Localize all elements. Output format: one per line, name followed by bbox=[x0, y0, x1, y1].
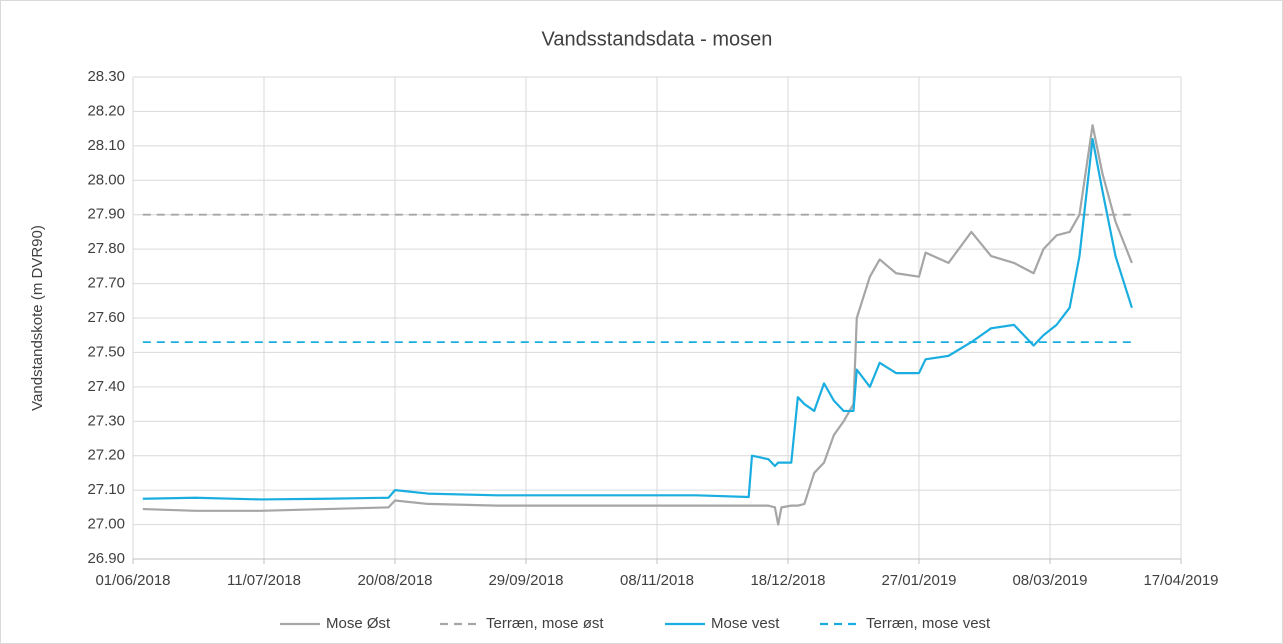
y-tick-label: 28.20 bbox=[87, 102, 125, 119]
x-tick-label: 20/08/2018 bbox=[357, 572, 432, 589]
x-tick-label: 18/12/2018 bbox=[750, 572, 825, 589]
x-tick-label: 08/03/2019 bbox=[1012, 572, 1087, 589]
x-tick-label: 29/09/2018 bbox=[488, 572, 563, 589]
y-tick-label: 28.00 bbox=[87, 171, 125, 188]
legend-label: Mose Øst bbox=[326, 615, 391, 632]
x-tick-label: 11/07/2018 bbox=[227, 572, 301, 589]
x-tick-label: 27/01/2019 bbox=[881, 572, 956, 589]
legend-label: Terræn, mose øst bbox=[486, 615, 604, 632]
y-axis-label: Vandstandskote (m DVR90) bbox=[29, 225, 46, 411]
chart-title: Vandsstandsdata - mosen bbox=[542, 28, 773, 50]
y-tick-label: 27.20 bbox=[87, 447, 125, 464]
y-tick-label: 28.30 bbox=[87, 68, 125, 85]
y-tick-label: 27.50 bbox=[87, 343, 125, 360]
y-tick-label: 27.00 bbox=[87, 516, 125, 533]
y-tick-label: 27.10 bbox=[87, 481, 125, 498]
y-tick-label: 27.90 bbox=[87, 206, 125, 223]
y-tick-label: 27.40 bbox=[87, 378, 125, 395]
y-tick-label: 27.60 bbox=[87, 309, 125, 326]
y-tick-label: 26.90 bbox=[87, 550, 125, 567]
x-tick-label: 08/11/2018 bbox=[620, 572, 694, 589]
y-tick-label: 27.80 bbox=[87, 240, 125, 257]
legend-label: Mose vest bbox=[711, 615, 780, 632]
x-tick-label: 01/06/2018 bbox=[95, 572, 170, 589]
y-tick-label: 27.70 bbox=[87, 275, 125, 292]
y-tick-label: 28.10 bbox=[87, 137, 125, 154]
series-line bbox=[142, 124, 1133, 526]
series-line bbox=[142, 137, 1133, 501]
legend-label: Terræn, mose vest bbox=[866, 615, 991, 632]
x-tick-label: 17/04/2019 bbox=[1143, 572, 1218, 589]
y-tick-label: 27.30 bbox=[87, 412, 125, 429]
